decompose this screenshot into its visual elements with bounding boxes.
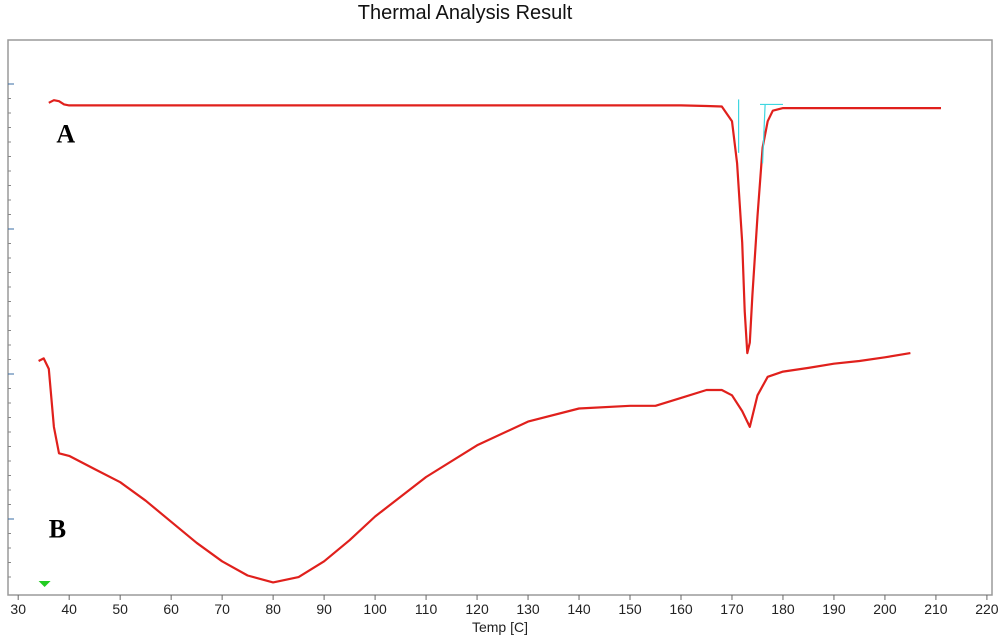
x-axis-ticks: 30 40 50 60 70 80 90 100 110 120 130 140 150 160 170 18… bbox=[10, 595, 999, 617]
x-tick-label: 130 bbox=[516, 601, 540, 617]
x-tick-label: 200 bbox=[873, 601, 897, 617]
x-tick-label: 50 bbox=[112, 601, 128, 617]
x-tick-label: 90 bbox=[316, 601, 332, 617]
x-tick-label: 170 bbox=[720, 601, 744, 617]
series-layer bbox=[38, 99, 941, 587]
x-tick-label: 160 bbox=[669, 601, 693, 617]
x-tick-label: 110 bbox=[415, 601, 438, 617]
x-tick-label: 40 bbox=[61, 601, 77, 617]
x-tick-label: 60 bbox=[163, 601, 179, 617]
curve-label-b: B bbox=[49, 515, 66, 544]
x-tick-label: 190 bbox=[822, 601, 846, 617]
x-tick-label: 30 bbox=[10, 601, 26, 617]
plot-frame bbox=[7, 39, 993, 596]
annotation-layer: AB bbox=[49, 119, 76, 543]
x-tick-label: 140 bbox=[567, 601, 591, 617]
series-line-a bbox=[48, 99, 941, 355]
y-axis-ticks bbox=[8, 83, 14, 578]
x-tick-label: 150 bbox=[618, 601, 642, 617]
x-tick-label: 100 bbox=[363, 601, 387, 617]
x-tick-label: 120 bbox=[465, 601, 489, 617]
chart-title: Thermal Analysis Result bbox=[357, 2, 573, 24]
x-tick-label: 180 bbox=[771, 601, 795, 617]
x-tick-label: 210 bbox=[924, 601, 948, 617]
curve-label-a: A bbox=[56, 119, 75, 148]
series-line-b bbox=[38, 352, 911, 584]
x-tick-label: 220 bbox=[975, 601, 999, 617]
x-tick-label: 80 bbox=[265, 601, 281, 617]
start-marker-icon bbox=[38, 581, 51, 587]
x-axis-label: Temp [C] bbox=[472, 619, 528, 635]
peak-end-marker bbox=[761, 104, 766, 164]
x-tick-label: 70 bbox=[214, 601, 230, 617]
